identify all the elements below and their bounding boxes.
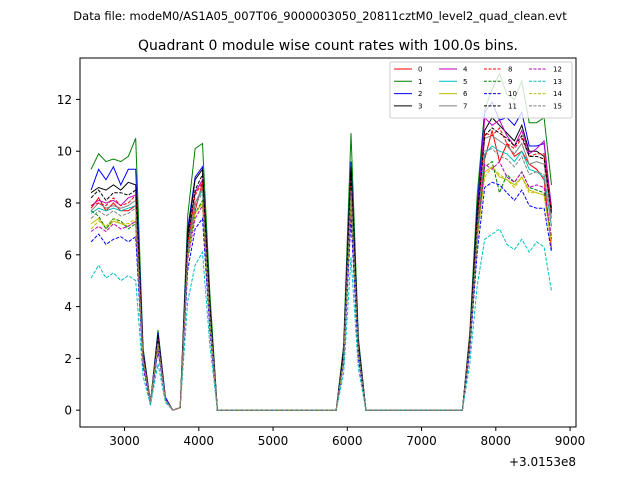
- legend-label-15: 15: [553, 102, 562, 110]
- y-tick-label: 10: [57, 145, 72, 159]
- x-tick-label: 9000: [555, 434, 586, 448]
- x-axis: 3000 4000 5000 6000 7000 8000 9000: [109, 427, 585, 448]
- legend-label-12: 12: [553, 66, 562, 74]
- series-line-13: [90, 228, 552, 411]
- legend-label-4: 4: [463, 66, 468, 74]
- y-axis: 0 2 4 6 8 10 12: [57, 93, 80, 418]
- y-tick-label: 0: [64, 404, 72, 418]
- legend-label-7: 7: [463, 102, 467, 110]
- y-tick-label: 4: [64, 300, 72, 314]
- x-tick-label: 5000: [258, 434, 289, 448]
- legend-label-14: 14: [553, 90, 562, 98]
- x-tick-label: 4000: [184, 434, 215, 448]
- legend-label-3: 3: [418, 102, 422, 110]
- y-tick-label: 6: [64, 248, 72, 262]
- legend-label-11: 11: [508, 102, 517, 110]
- y-tick-label: 8: [64, 197, 72, 211]
- legend-label-5: 5: [463, 78, 467, 86]
- legend-label-9: 9: [508, 78, 512, 86]
- axes-frame: [79, 57, 577, 428]
- series-line-15: [90, 148, 552, 411]
- y-tick-label: 12: [57, 93, 72, 107]
- x-tick-label: 7000: [406, 434, 437, 448]
- legend-label-6: 6: [463, 90, 468, 98]
- series-layer: [90, 72, 552, 411]
- legend-label-1: 1: [418, 78, 422, 86]
- x-tick-label: 8000: [481, 434, 512, 448]
- legend-label-8: 8: [508, 66, 512, 74]
- legend-label-2: 2: [418, 90, 422, 98]
- x-tick-label: 3000: [109, 434, 140, 448]
- x-tick-label: 6000: [332, 434, 363, 448]
- legend-label-13: 13: [553, 78, 562, 86]
- legend-label-0: 0: [418, 66, 422, 74]
- y-tick-label: 2: [64, 352, 72, 366]
- suptitle: Data file: modeM0/AS1A05_007T06_90000030…: [73, 9, 567, 23]
- x-offset-label: +3.0153e8: [509, 455, 576, 469]
- series-line-12: [90, 160, 552, 411]
- legend-box: [389, 61, 573, 119]
- legend-label-10: 10: [508, 90, 517, 98]
- chart-title: Quadrant 0 module wise count rates with …: [138, 38, 518, 54]
